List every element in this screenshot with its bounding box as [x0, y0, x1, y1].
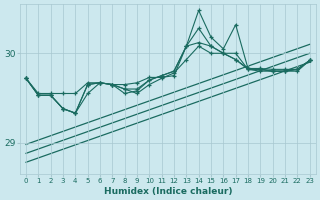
- X-axis label: Humidex (Indice chaleur): Humidex (Indice chaleur): [104, 187, 232, 196]
